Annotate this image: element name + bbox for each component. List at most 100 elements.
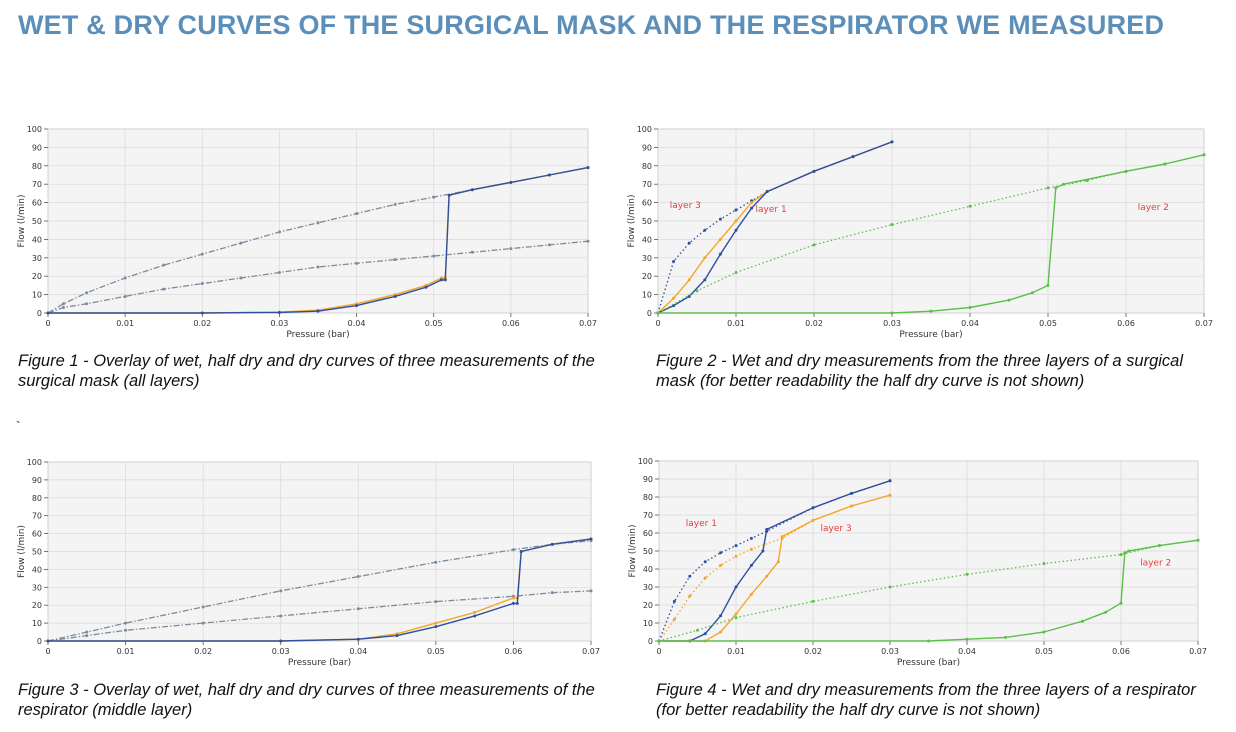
x-tick-label: 0.05 <box>1039 319 1057 328</box>
data-point <box>509 180 513 184</box>
series-line <box>658 494 891 642</box>
y-tick-label: 80 <box>32 162 42 171</box>
data-point <box>703 278 707 282</box>
data-point <box>1007 298 1011 302</box>
data-point <box>432 195 436 199</box>
x-tick-label: 0.06 <box>1112 647 1130 656</box>
data-point <box>515 601 519 605</box>
y-axis-label: Flow (l/min) <box>628 525 638 578</box>
x-tick-label: 0.01 <box>117 647 135 656</box>
data-point <box>277 271 281 275</box>
data-point <box>657 639 661 643</box>
data-point <box>672 296 676 300</box>
data-point <box>124 628 128 632</box>
data-point <box>277 310 281 314</box>
chart-panel-1: 0 10 20 30 40 50 60 70 80 90 100 0 0.01 0.02 0.03 0.04 0… <box>17 118 618 348</box>
data-point <box>811 518 815 522</box>
data-point <box>586 239 590 243</box>
x-tick-label: 0.01 <box>116 319 134 328</box>
data-point <box>888 479 892 483</box>
series-line <box>659 539 1199 642</box>
data-point <box>432 254 436 258</box>
data-point <box>703 560 707 564</box>
y-tick-label: 0 <box>37 637 42 646</box>
caption-number: Figure 1 <box>18 352 79 370</box>
x-tick-label: 0.01 <box>727 647 745 656</box>
y-tick-label: 50 <box>642 217 652 226</box>
data-point <box>511 548 515 552</box>
data-point <box>695 289 699 293</box>
y-tick-label: 100 <box>27 458 42 467</box>
data-point <box>473 610 477 614</box>
data-point <box>356 575 360 579</box>
chart-panel-2: 0 10 20 30 40 50 60 70 80 90 100 0 0.01 0.02 0.03 0.04 0… <box>618 118 1218 348</box>
chart-4: 0 10 20 30 40 50 60 70 80 90 100 0 0.01 0.02 0.03 0.04 0… <box>628 457 1207 668</box>
data-point <box>750 201 754 205</box>
series-2 <box>46 589 593 643</box>
data-point <box>316 309 320 313</box>
y-tick-label: 40 <box>32 565 42 574</box>
data-point <box>890 311 894 315</box>
data-point <box>1030 291 1034 295</box>
data-point <box>703 256 707 260</box>
data-point <box>850 491 853 495</box>
data-point <box>718 217 722 221</box>
data-point <box>696 628 699 632</box>
data-point <box>734 544 738 548</box>
data-point <box>393 258 397 262</box>
chart-2: 0 10 20 30 40 50 60 70 80 90 100 0 0.01 0.02 0.03 0.04 0… <box>627 125 1213 340</box>
data-point <box>239 241 243 245</box>
annotation-label: layer 3 <box>821 524 852 534</box>
x-tick-label: 0 <box>655 319 660 328</box>
y-tick-label: 10 <box>32 619 42 628</box>
series-2 <box>46 239 590 315</box>
data-point <box>765 527 769 531</box>
data-point <box>1054 186 1058 190</box>
data-point <box>511 601 515 605</box>
data-point <box>965 572 969 576</box>
data-point <box>688 574 692 578</box>
data-point <box>239 276 243 280</box>
y-tick-label: 20 <box>32 601 42 610</box>
data-point <box>1119 601 1123 605</box>
data-point <box>1119 553 1123 557</box>
x-tick-label: 0.04 <box>958 647 976 656</box>
data-point <box>519 550 523 553</box>
data-point <box>688 594 692 598</box>
x-tick-label: 0.04 <box>348 319 366 328</box>
x-tick-label: 0.04 <box>349 647 367 656</box>
data-point <box>424 285 428 289</box>
x-axis-label: Pressure (bar) <box>286 330 349 340</box>
x-tick-label: 0.05 <box>1035 647 1053 656</box>
x-axis-label: Pressure (bar) <box>288 658 351 668</box>
data-point <box>718 237 722 241</box>
data-point <box>734 219 738 223</box>
data-point <box>1158 544 1161 548</box>
data-point <box>1127 549 1131 553</box>
y-tick-label: 50 <box>643 547 653 556</box>
x-tick-label: 0.05 <box>427 647 445 656</box>
data-point <box>811 599 815 603</box>
y-tick-label: 20 <box>643 601 653 610</box>
y-tick-label: 50 <box>32 548 42 557</box>
x-tick-label: 0.03 <box>881 647 899 656</box>
x-tick-label: 0.06 <box>505 647 523 656</box>
data-point <box>61 305 65 309</box>
y-tick-label: 100 <box>638 457 653 466</box>
gridlines <box>657 128 1205 314</box>
y-tick-label: 90 <box>32 143 42 152</box>
data-point <box>888 585 892 589</box>
x-tick-label: 0.07 <box>582 647 600 656</box>
y-tick-label: 40 <box>642 235 652 244</box>
data-point <box>200 252 204 256</box>
y-tick-label: 70 <box>32 180 42 189</box>
data-point <box>749 563 753 567</box>
data-point <box>1124 169 1128 173</box>
data-point <box>356 607 360 611</box>
data-point <box>1062 182 1066 186</box>
data-point <box>703 576 707 580</box>
data-point <box>687 241 691 245</box>
data-point <box>316 221 320 225</box>
data-point <box>1163 162 1167 166</box>
y-tick-label: 10 <box>642 291 652 300</box>
